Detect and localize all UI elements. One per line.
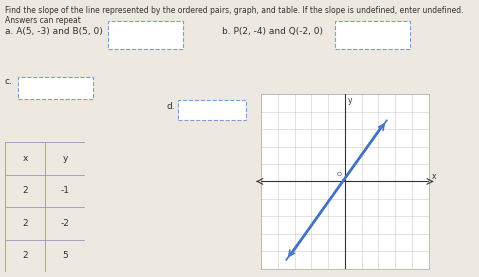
Text: -1: -1: [60, 186, 69, 195]
Text: y: y: [62, 154, 68, 163]
Text: x: x: [23, 154, 28, 163]
Text: 5: 5: [62, 251, 68, 260]
Bar: [335, 21, 410, 49]
Text: 2: 2: [22, 251, 28, 260]
Text: c.: c.: [5, 77, 13, 86]
Text: y: y: [348, 96, 353, 105]
Text: O: O: [336, 172, 342, 177]
Bar: [178, 100, 246, 120]
Bar: [18, 77, 93, 99]
Text: 2: 2: [22, 219, 28, 228]
Text: Find the slope of the line represented by the ordered pairs, graph, and table. I: Find the slope of the line represented b…: [5, 6, 466, 25]
Text: x: x: [432, 172, 436, 181]
Text: a. A(5, -3) and B(5, 0): a. A(5, -3) and B(5, 0): [5, 27, 103, 36]
Text: 2: 2: [22, 186, 28, 195]
Text: d.: d.: [167, 102, 176, 111]
Text: -2: -2: [60, 219, 69, 228]
Text: b. P(2, -4) and Q(-2, 0): b. P(2, -4) and Q(-2, 0): [222, 27, 323, 36]
Bar: [108, 21, 183, 49]
